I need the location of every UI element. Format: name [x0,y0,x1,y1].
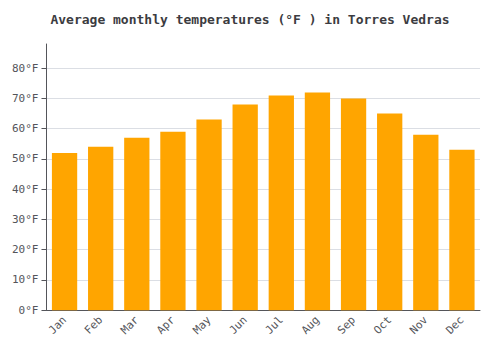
svg-text:Oct: Oct [371,314,394,337]
svg-text:May: May [190,313,213,336]
svg-text:Nov: Nov [407,313,430,336]
svg-text:Apr: Apr [154,313,177,336]
svg-text:60°F: 60°F [12,122,39,135]
svg-text:Aug: Aug [299,314,322,337]
svg-text:20°F: 20°F [12,243,39,256]
svg-text:0°F: 0°F [19,304,39,317]
svg-text:Jan: Jan [46,314,69,337]
svg-text:80°F: 80°F [12,62,39,75]
svg-text:50°F: 50°F [12,152,39,165]
svg-text:70°F: 70°F [12,92,39,105]
svg-text:10°F: 10°F [12,273,39,286]
svg-text:Mar: Mar [118,313,141,336]
svg-text:Average monthly temperatures (: Average monthly temperatures (°F ) in To… [50,12,449,27]
svg-text:30°F: 30°F [12,213,39,226]
svg-text:Dec: Dec [443,314,466,337]
svg-text:Jun: Jun [227,314,250,337]
svg-text:Feb: Feb [82,314,105,337]
svg-text:Jul: Jul [263,314,286,337]
svg-text:Sep: Sep [335,314,358,337]
svg-text:40°F: 40°F [12,183,39,196]
